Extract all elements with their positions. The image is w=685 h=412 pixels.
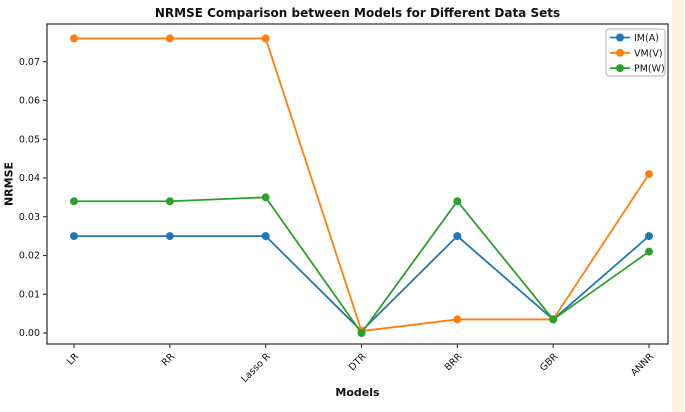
data-point-im-a	[165, 232, 174, 241]
data-point-pm-w	[357, 329, 366, 337]
legend-marker-icon	[616, 48, 624, 57]
y-tick-label: 0.04	[19, 173, 40, 184]
data-point-im-a	[261, 232, 270, 241]
x-tick-label: LR	[65, 351, 81, 367]
x-axis-label: Models	[335, 386, 380, 399]
legend-marker-icon	[616, 33, 624, 42]
legend-label: VM(V)	[634, 48, 663, 59]
y-tick-label: 0.01	[19, 289, 40, 300]
series-line-pm-w	[74, 196, 650, 334]
data-point-vm-v	[70, 34, 78, 43]
x-tick-label: DTR	[347, 351, 369, 373]
y-tick-label: 0.05	[19, 134, 40, 145]
x-tick-label: ANNR	[629, 351, 656, 378]
x-tick-label: GBR	[538, 351, 561, 374]
legend-label: IM(A)	[634, 33, 659, 44]
x-tick-label: BRR	[443, 351, 465, 373]
data-point-im-a	[453, 232, 462, 241]
data-point-pm-w	[70, 197, 78, 206]
legend-label: PM(W)	[634, 64, 665, 75]
page-edge-strip	[672, 0, 684, 412]
data-point-vm-v	[453, 315, 462, 324]
series-line-im-a	[74, 235, 650, 332]
data-point-pm-w	[165, 197, 174, 206]
x-tick-label: Lasso R	[239, 351, 273, 385]
axis-frame	[46, 23, 669, 345]
data-point-vm-v	[165, 34, 174, 43]
data-point-pm-w	[644, 247, 653, 256]
data-point-im-a	[644, 232, 653, 241]
y-tick-label: 0.03	[19, 212, 40, 223]
chart-title: NRMSE Comparison between Models for Diff…	[154, 6, 561, 20]
data-point-vm-v	[261, 34, 270, 43]
x-tick-label: RR	[160, 351, 177, 368]
series-line-vm-v	[74, 37, 650, 332]
data-point-pm-w	[261, 193, 270, 202]
data-point-pm-w	[453, 197, 462, 206]
data-point-vm-v	[644, 170, 653, 179]
y-tick-label: 0.06	[19, 96, 40, 107]
y-tick-label: 0.02	[19, 251, 40, 262]
legend-marker-icon	[616, 64, 624, 73]
y-tick-label: 0.07	[19, 57, 40, 68]
data-point-pm-w	[549, 315, 558, 324]
data-point-im-a	[70, 232, 78, 241]
y-tick-label: 0.00	[19, 328, 40, 339]
